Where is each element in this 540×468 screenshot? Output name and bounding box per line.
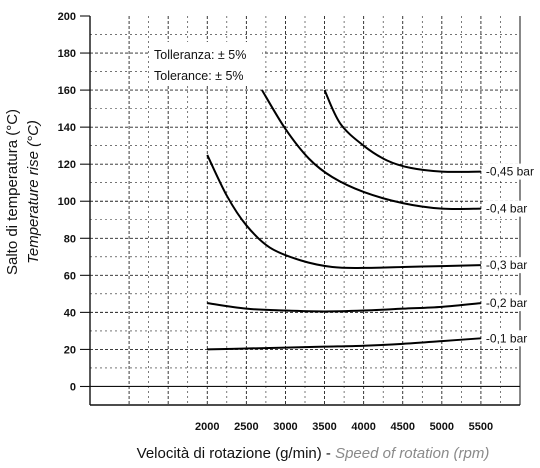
series-label-background	[483, 330, 535, 347]
x-tick-label: 5500	[469, 421, 493, 433]
y-tick-label: 160	[58, 85, 76, 97]
series-labels: -0,45 bar -0,4 bar -0,3 bar -0,2 bar -0,1 ba…	[483, 163, 540, 347]
x-tick-label: 3000	[273, 421, 297, 433]
x-tick-labels: 2000 2500 3000 3500 4000 4500 5000 5500	[195, 421, 493, 433]
series-line	[207, 337, 481, 351]
y-tick-label: 200	[58, 11, 76, 23]
tolerance-note-en: Tolerance: ± 5%	[154, 69, 244, 83]
y-tick-label: 100	[58, 196, 76, 208]
series-line	[207, 302, 482, 313]
series-label-background	[483, 295, 535, 312]
y-axis-title: Salto di temperatura (°C)	[4, 109, 21, 275]
x-axis-title: Velocità di rotazione (g/min) - Speed of…	[137, 445, 490, 462]
series-label-background	[483, 163, 540, 180]
y-axis-title-en: Temperature rise (°C)	[25, 120, 42, 264]
y-tick-label: 20	[64, 344, 76, 356]
series-label: -0,4 bar	[486, 202, 527, 216]
series-line	[206, 154, 481, 269]
tolerance-note-it: Tolleranza: ± 5%	[154, 48, 246, 62]
series-label: -0,2 bar	[486, 296, 527, 310]
series-label: -0,3 bar	[486, 258, 527, 272]
series-label: -0,45 bar	[486, 165, 534, 179]
y-tick-label: 40	[64, 307, 76, 319]
series-line	[261, 89, 481, 211]
series-label: -0,1 bar	[486, 331, 527, 345]
tolerance-note-background	[150, 42, 262, 86]
grid	[90, 16, 520, 406]
x-axis-title-en: Speed of rotation (rpm)	[335, 445, 489, 462]
x-tick-label: 4500	[390, 421, 414, 433]
y-tick-label: 180	[58, 48, 76, 60]
y-tick-label: 120	[58, 159, 76, 171]
y-tick-label: 60	[64, 270, 76, 282]
y-tick-labels: 0 20 40 60 80 100 120 140 160 180 200	[58, 11, 76, 393]
series-label-background	[483, 257, 535, 274]
x-tick-label: 4000	[351, 421, 375, 433]
y-tick-label: 80	[64, 233, 76, 245]
y-tick-label: 0	[70, 381, 76, 393]
x-tick-label: 5000	[430, 421, 454, 433]
y-tick-label: 140	[58, 122, 76, 134]
series-label-background	[483, 200, 535, 217]
x-tick-label: 2000	[195, 421, 219, 433]
x-tick-label: 3500	[312, 421, 336, 433]
x-axis-title-it: Velocità di rotazione (g/min) -	[137, 445, 335, 462]
x-tick-label: 2500	[234, 421, 258, 433]
series-line	[323, 89, 481, 173]
series-curves	[206, 89, 482, 351]
